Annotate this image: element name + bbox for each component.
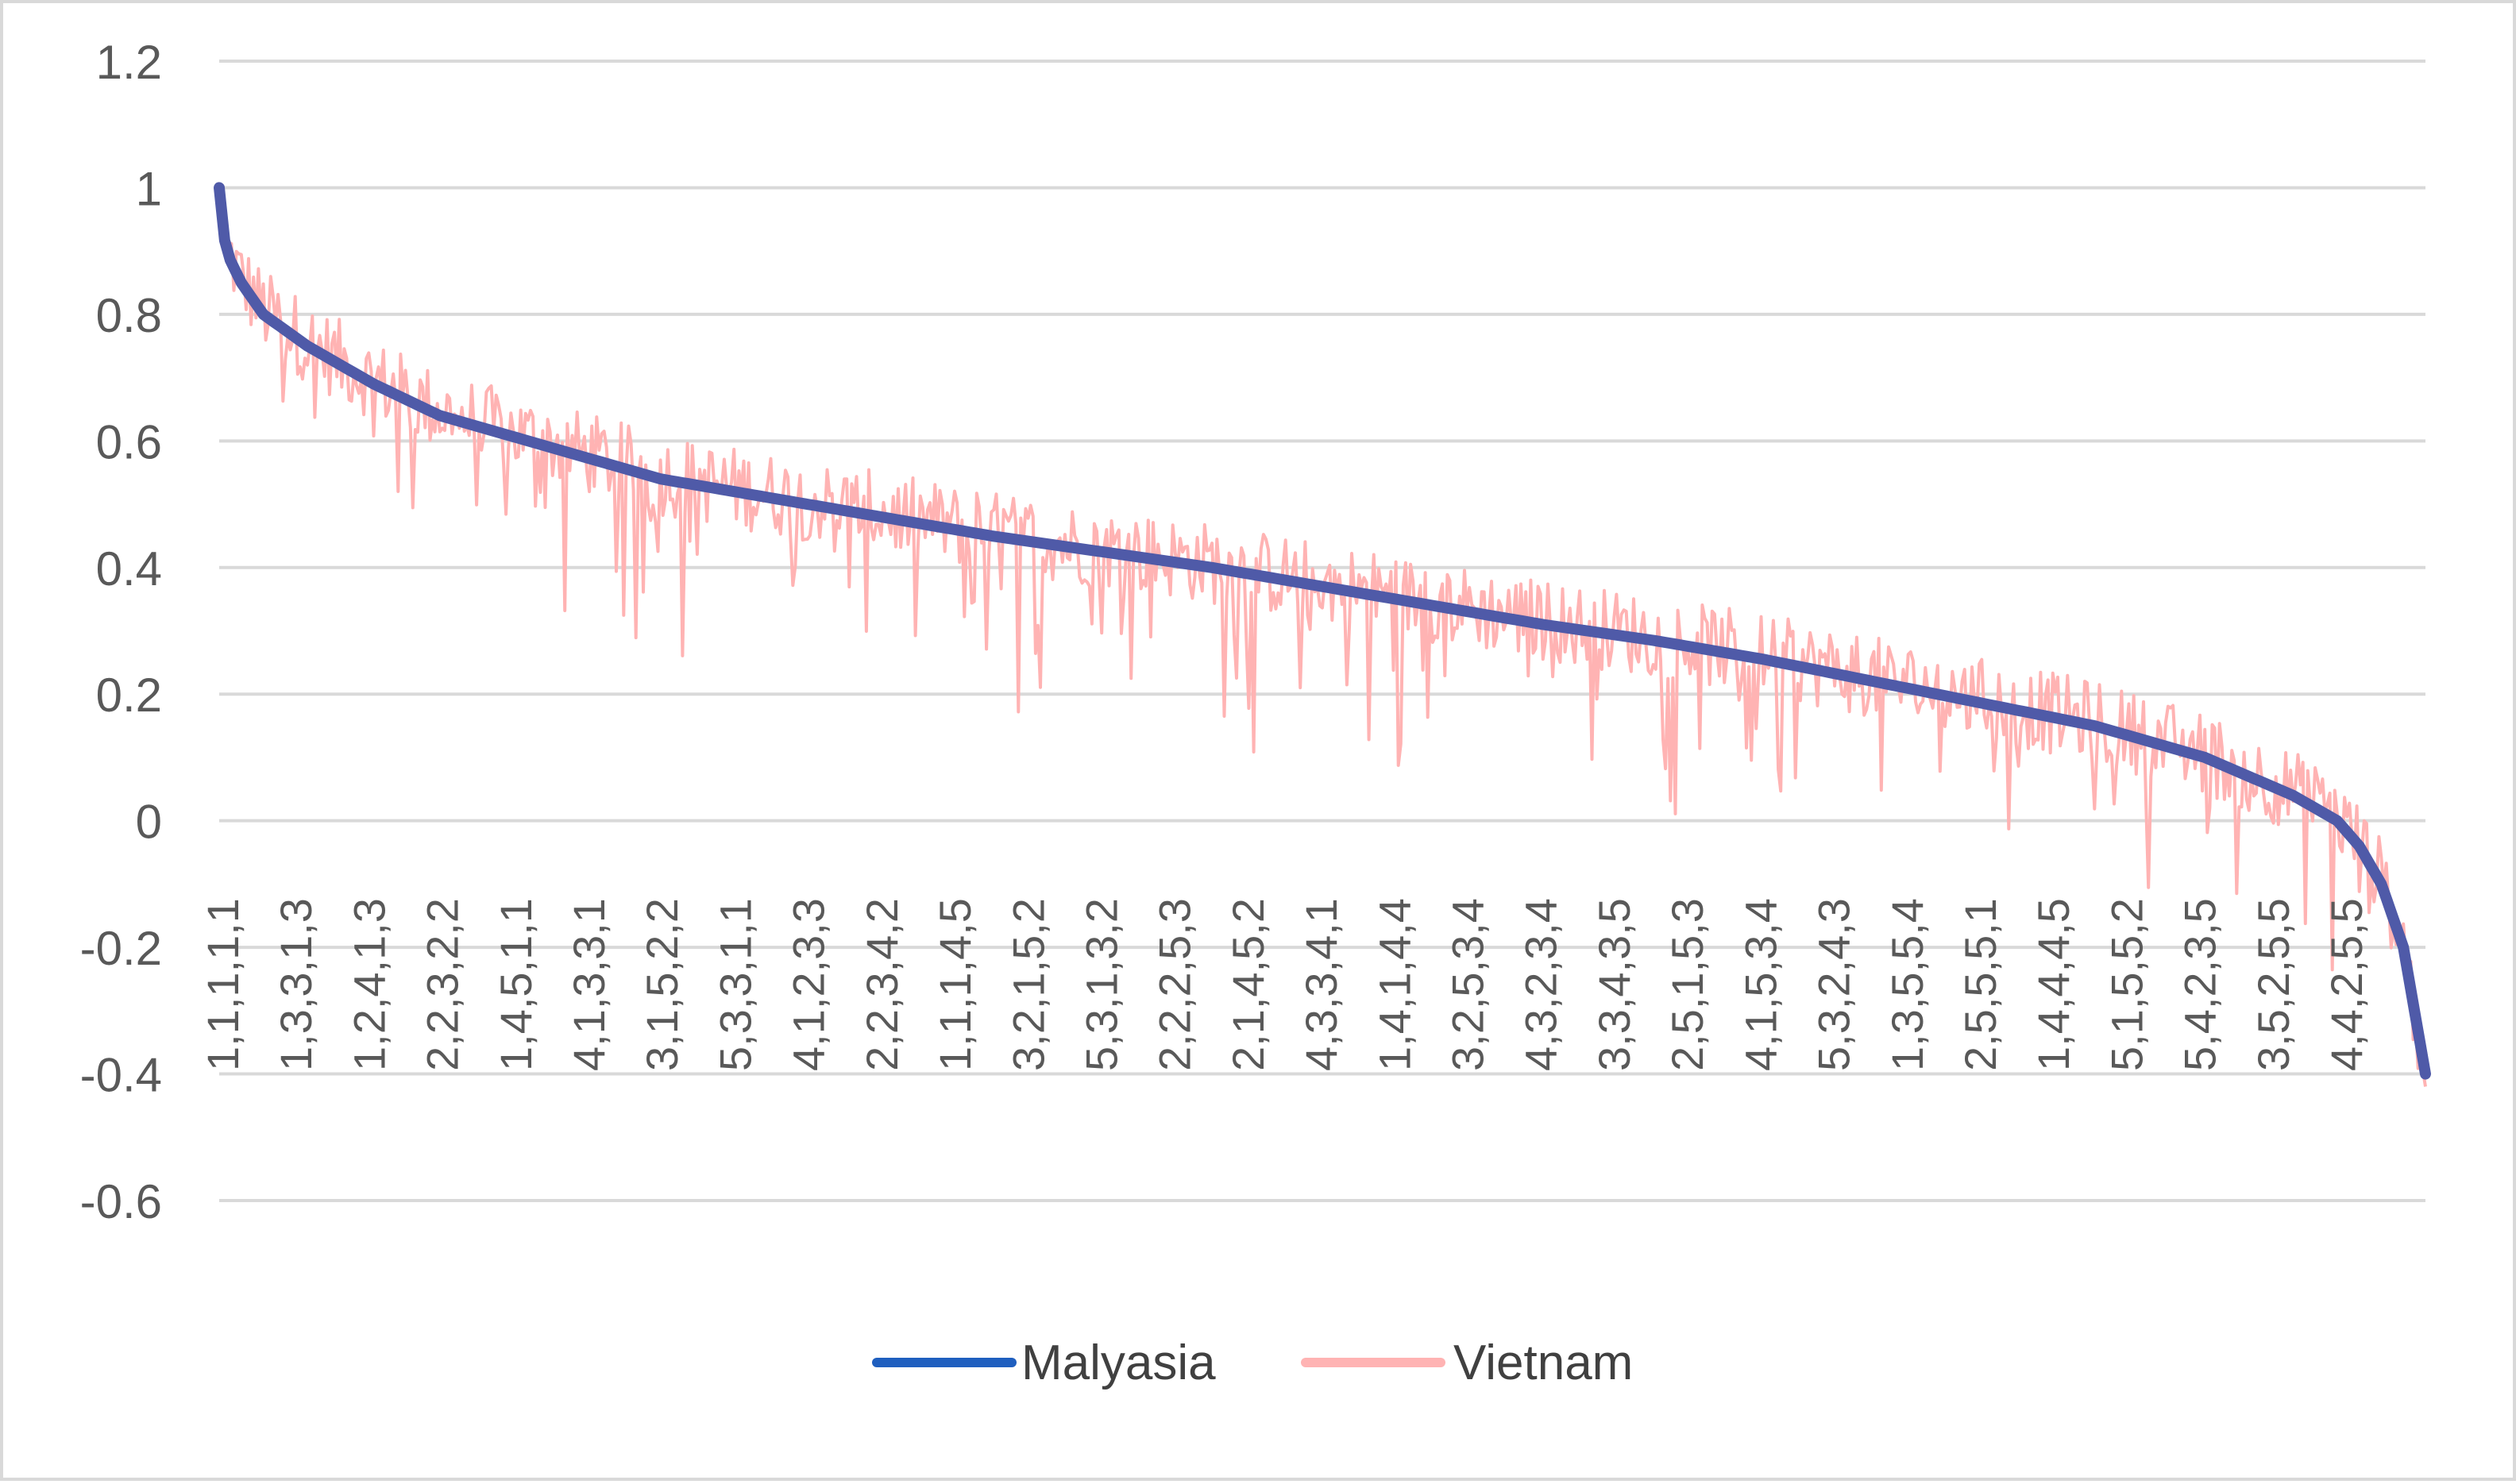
line-chart: 1.210.80.60.40.20-0.2-0.4-0.6 1,1,1,1,1 1… [80,36,2431,1390]
x-tick-label: 3,3,4,3,5 [1589,898,1639,1071]
x-tick-label: 4,4,2,5,5 [2321,898,2371,1071]
x-tick-label: 5,4,2,3,5 [2175,898,2225,1071]
y-tick-label: 1 [136,162,162,215]
x-tick-label: 2,5,1,5,3 [1662,898,1712,1071]
x-axis-tick-labels: 1,1,1,1,1 1,3,3,1,3 1,2,4,1,3 2,2,3,2,2 1,4,… [198,898,2371,1071]
x-tick-label: 4,3,3,4,1 [1296,898,1346,1071]
gridlines [219,60,2425,1202]
x-tick-label: 3,2,5,3,4 [1443,898,1493,1071]
y-axis-tick-labels: 1.2 1 0.8 0.6 0.4 0.2 0 -0.2 -0.4 -0.6 [80,36,162,1228]
x-tick-label: 1,4,5,1,1 [491,898,541,1071]
y-tick-label: 0 [136,796,162,849]
x-tick-label: 2,2,2,5,3 [1150,898,1200,1071]
y-tick-label: 0.2 [96,669,162,722]
x-tick-label: 1,3,3,1,3 [271,898,321,1071]
y-tick-label: -0.2 [80,922,162,975]
x-tick-label: 5,3,3,1,1 [710,898,760,1071]
x-tick-label: 2,2,3,2,2 [418,898,468,1071]
y-tick-label: 0.6 [96,415,162,468]
x-tick-label: 4,1,3,3,1 [564,898,614,1071]
x-tick-label: 3,1,5,2,2 [637,898,687,1071]
vietnam-series [218,218,2427,1087]
y-tick-label: 0.4 [96,542,162,596]
x-tick-label: 4,1,2,3,3 [784,898,834,1071]
x-tick-label: 1,2,4,1,3 [344,898,394,1071]
legend-label-malyasia: Malyasia [1021,1336,1216,1390]
x-tick-label: 1,3,5,5,4 [1882,898,1932,1071]
x-tick-label: 5,3,1,3,2 [1076,898,1126,1071]
malaysia-line [214,182,2431,1080]
y-tick-label: 1.2 [96,36,162,89]
y-tick-label: -0.6 [80,1175,162,1228]
legend-label-vietnam: Vietnam [1453,1336,1633,1390]
x-tick-label: 3,2,1,5,2 [1003,898,1053,1071]
x-tick-label: 4,3,2,3,4 [1516,898,1566,1071]
vietnam-line [218,218,2427,1087]
x-tick-label: 1,4,1,4,4 [1369,898,1419,1071]
malaysia-series [214,182,2431,1080]
x-tick-label: 2,5,5,5,1 [1955,898,2005,1071]
x-tick-label: 1,1,1,4,5 [930,898,980,1071]
x-tick-label: 3,5,2,5,5 [2248,898,2298,1071]
x-tick-label: 4,1,5,3,4 [1735,898,1785,1071]
x-tick-label: 5,3,2,4,3 [1809,898,1859,1071]
y-tick-label: -0.4 [80,1049,162,1102]
x-tick-label: 1,4,4,4,5 [2028,898,2078,1071]
x-tick-label: 5,1,5,5,2 [2101,898,2151,1071]
x-tick-label: 2,1,4,5,2 [1223,898,1273,1071]
x-tick-label: 1,1,1,1,1 [198,898,248,1071]
x-tick-label: 2,2,3,4,2 [857,898,907,1071]
legend: Malyasia Vietnam [872,1336,1633,1390]
y-tick-label: 0.8 [96,289,162,342]
